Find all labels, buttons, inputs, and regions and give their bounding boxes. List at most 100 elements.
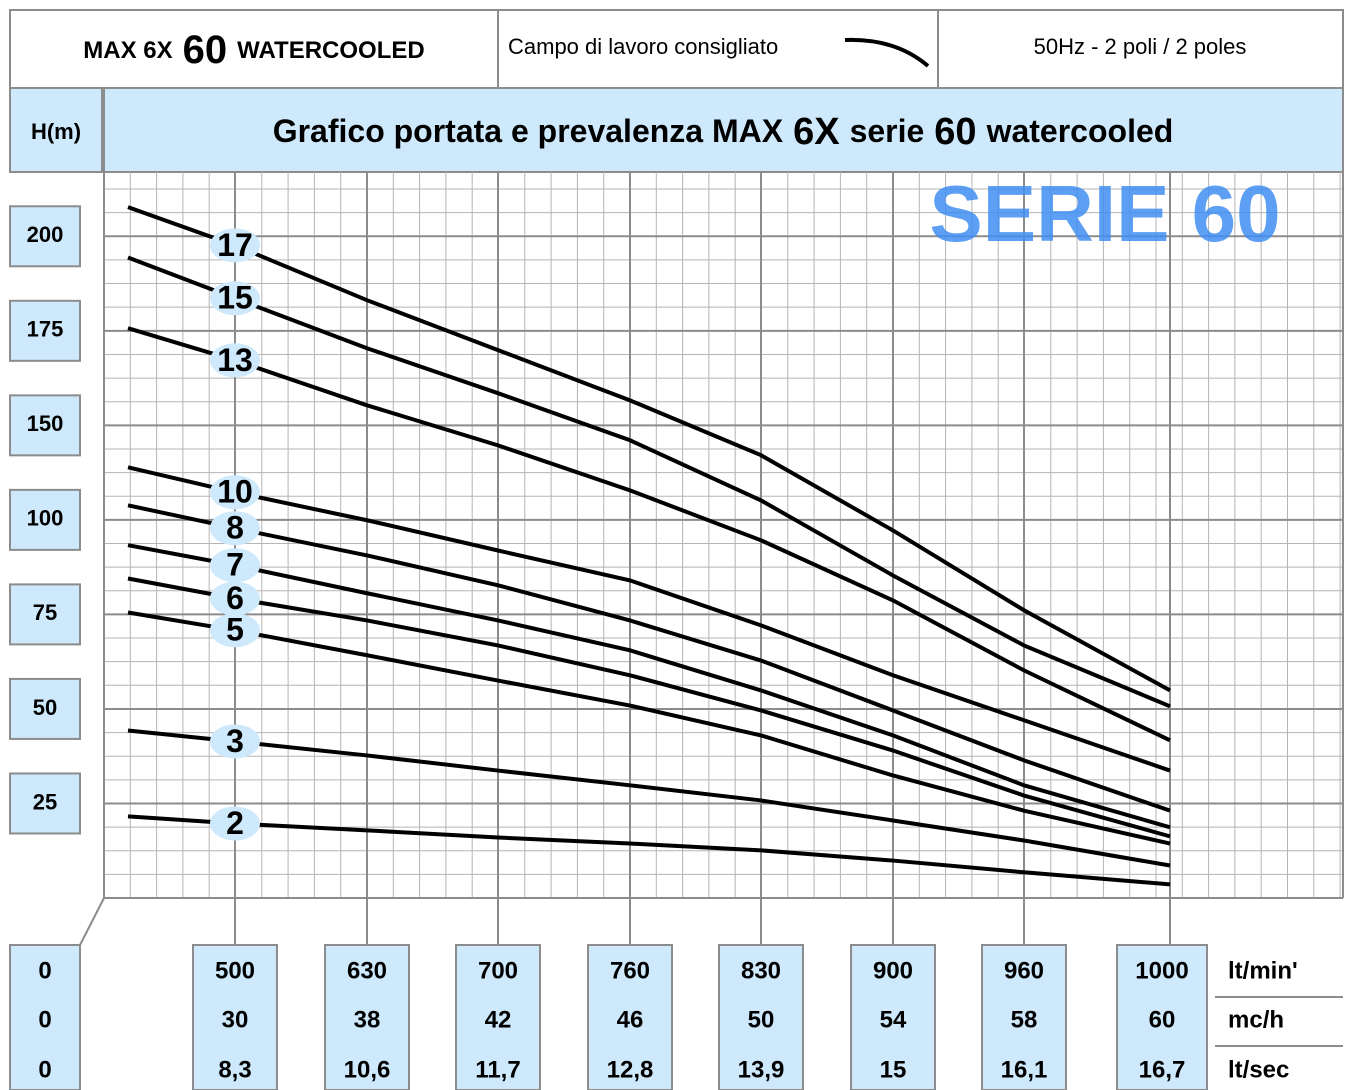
x-tick-label: 16,7	[1139, 1056, 1186, 1083]
series-line	[127, 543, 1171, 830]
y-tick-label: 200	[27, 222, 64, 247]
series-label-bg	[210, 806, 260, 841]
x-tick-label: 38	[354, 1006, 381, 1033]
x-unit-label: lt/min'	[1228, 957, 1298, 984]
x-tick-box	[981, 944, 1067, 1090]
x-unit-label: lt/sec	[1228, 1056, 1289, 1083]
series-line	[127, 326, 1171, 743]
header-model: MAX 6X 60 WATERCOOLED	[83, 28, 424, 72]
series-label: 6	[226, 580, 244, 616]
x-tick-label: 60	[1149, 1006, 1176, 1033]
series-label: 15	[217, 280, 253, 316]
y-tick-box	[9, 677, 81, 740]
series-label-bg	[210, 228, 260, 263]
series-label-bg	[210, 724, 260, 759]
series-line	[127, 610, 1171, 846]
x-tick-box	[850, 944, 936, 1090]
y-tick-label: 175	[27, 317, 64, 342]
title-part: serie	[850, 113, 925, 149]
y-tick-box	[9, 205, 81, 268]
model-part: 60	[183, 28, 228, 72]
title-box	[103, 87, 1344, 173]
x-tick-label: 50	[748, 1006, 775, 1033]
series-label-bg	[210, 511, 260, 546]
x-tick-label: 700	[478, 957, 518, 984]
series-label-bg	[210, 581, 260, 616]
y-tick-label: 75	[33, 600, 57, 625]
legend-curve	[844, 37, 930, 68]
x-tick-label: 630	[347, 957, 387, 984]
series-label-bg	[210, 475, 260, 510]
x-tick-label: 16,1	[1001, 1056, 1048, 1083]
y-tick-box	[9, 772, 81, 835]
model-part: WATERCOOLED	[237, 37, 425, 64]
x-tick-label: 13,9	[738, 1056, 785, 1083]
series-line	[127, 503, 1171, 813]
title-part: 6X	[793, 111, 840, 153]
series-line	[127, 576, 1171, 839]
x-tick-label: 10,6	[344, 1056, 391, 1083]
series-line	[127, 255, 1171, 709]
series-label: 17	[217, 227, 253, 263]
x-tick-label: 11,7	[475, 1056, 520, 1083]
y-tick-box	[9, 299, 81, 362]
chart-title: Grafico portata e prevalenza MAX 6X serie 6…	[273, 111, 1174, 153]
x-tick-label: 58	[1011, 1006, 1038, 1033]
x-tick-label: 30	[222, 1006, 249, 1033]
y-tick-box	[9, 583, 81, 646]
x-tick-box	[455, 944, 541, 1090]
series-label: 8	[226, 510, 244, 546]
header-legend-box	[497, 9, 939, 89]
series-label-bg	[210, 281, 260, 316]
y-tick-box	[9, 394, 81, 457]
x-tick-box	[324, 944, 410, 1090]
grid: 255075100150175200000500308,36303810,670…	[9, 172, 1344, 1090]
x-tick-box	[718, 944, 804, 1090]
watermark: SERIE 60	[929, 169, 1280, 258]
header-frequency: 50Hz - 2 poli / 2 poles	[1034, 34, 1247, 59]
y-tick-label: 150	[27, 411, 64, 436]
y-tick-label: 100	[27, 506, 64, 531]
x-tick-label: 12,8	[607, 1056, 654, 1083]
x-tick-label: 500	[215, 957, 255, 984]
x-tick-label: 900	[873, 957, 913, 984]
x-tick-label: 15	[880, 1056, 907, 1083]
x-unit-label: mc/h	[1228, 1006, 1284, 1033]
x-tick-label: 760	[610, 957, 650, 984]
series-label: 10	[217, 474, 253, 510]
corner-line	[79, 897, 105, 946]
series-label-bg	[210, 613, 260, 648]
model-part: MAX 6X	[83, 37, 172, 64]
header-frequency-box	[937, 9, 1344, 89]
header-model-box	[9, 9, 499, 89]
x-tick-box	[192, 944, 278, 1090]
title-part: watercooled	[986, 113, 1174, 149]
series-label: 5	[226, 612, 244, 648]
series-label: 7	[226, 547, 244, 583]
x-tick-box	[587, 944, 673, 1090]
y-tick-box	[9, 488, 81, 551]
x-tick-label: 830	[741, 957, 781, 984]
y-tick-label: 50	[33, 695, 57, 720]
x-tick-label: 0	[38, 957, 51, 984]
title-part: Grafico portata e prevalenza MAX	[273, 113, 784, 149]
x-tick-label: 1000	[1135, 957, 1188, 984]
y-axis-label: H(m)	[31, 119, 81, 144]
x-tick-label: 42	[485, 1006, 512, 1033]
series-line	[127, 205, 1171, 693]
x-tick-label: 8,3	[218, 1056, 251, 1083]
series-label: 2	[226, 805, 244, 841]
series-label-bg	[210, 548, 260, 583]
series-label: 3	[226, 723, 244, 759]
series-line	[127, 814, 1171, 887]
x-tick-label: 46	[617, 1006, 644, 1033]
y-tick-label: 25	[33, 789, 57, 814]
x-tick-box	[1116, 944, 1208, 1090]
x-tick-label: 54	[880, 1006, 907, 1033]
series-line	[127, 465, 1171, 773]
header-legend: Campo di lavoro consigliato	[508, 34, 778, 59]
series-label: 13	[217, 342, 253, 378]
title-part: 60	[934, 111, 976, 153]
